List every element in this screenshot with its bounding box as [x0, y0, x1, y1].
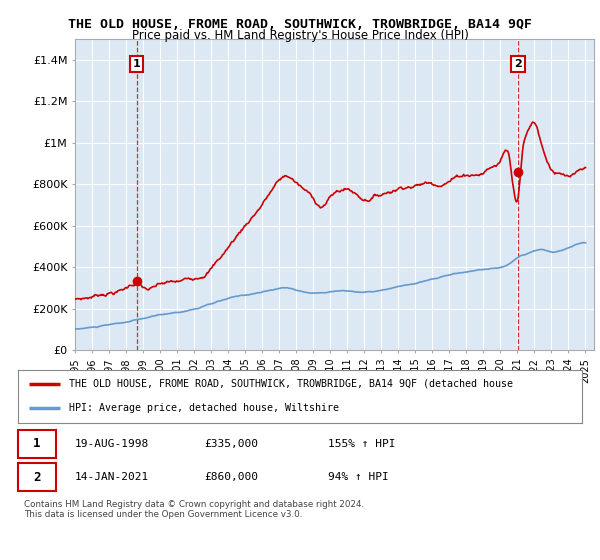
Text: HPI: Average price, detached house, Wiltshire: HPI: Average price, detached house, Wilt… [69, 403, 339, 413]
Text: 2: 2 [33, 471, 41, 484]
Text: Contains HM Land Registry data © Crown copyright and database right 2024.
This d: Contains HM Land Registry data © Crown c… [24, 500, 364, 519]
FancyBboxPatch shape [18, 464, 56, 492]
Text: £335,000: £335,000 [204, 439, 258, 449]
Text: 14-JAN-2021: 14-JAN-2021 [74, 473, 149, 482]
FancyBboxPatch shape [18, 430, 56, 458]
Text: £860,000: £860,000 [204, 473, 258, 482]
Text: 1: 1 [133, 59, 140, 69]
Text: Price paid vs. HM Land Registry's House Price Index (HPI): Price paid vs. HM Land Registry's House … [131, 29, 469, 42]
Text: 94% ↑ HPI: 94% ↑ HPI [328, 473, 389, 482]
Text: 1: 1 [33, 437, 41, 450]
Text: 155% ↑ HPI: 155% ↑ HPI [328, 439, 396, 449]
Text: 19-AUG-1998: 19-AUG-1998 [74, 439, 149, 449]
Text: THE OLD HOUSE, FROME ROAD, SOUTHWICK, TROWBRIDGE, BA14 9QF (detached house: THE OLD HOUSE, FROME ROAD, SOUTHWICK, TR… [69, 379, 513, 389]
Text: 2: 2 [514, 59, 522, 69]
Text: THE OLD HOUSE, FROME ROAD, SOUTHWICK, TROWBRIDGE, BA14 9QF: THE OLD HOUSE, FROME ROAD, SOUTHWICK, TR… [68, 18, 532, 31]
